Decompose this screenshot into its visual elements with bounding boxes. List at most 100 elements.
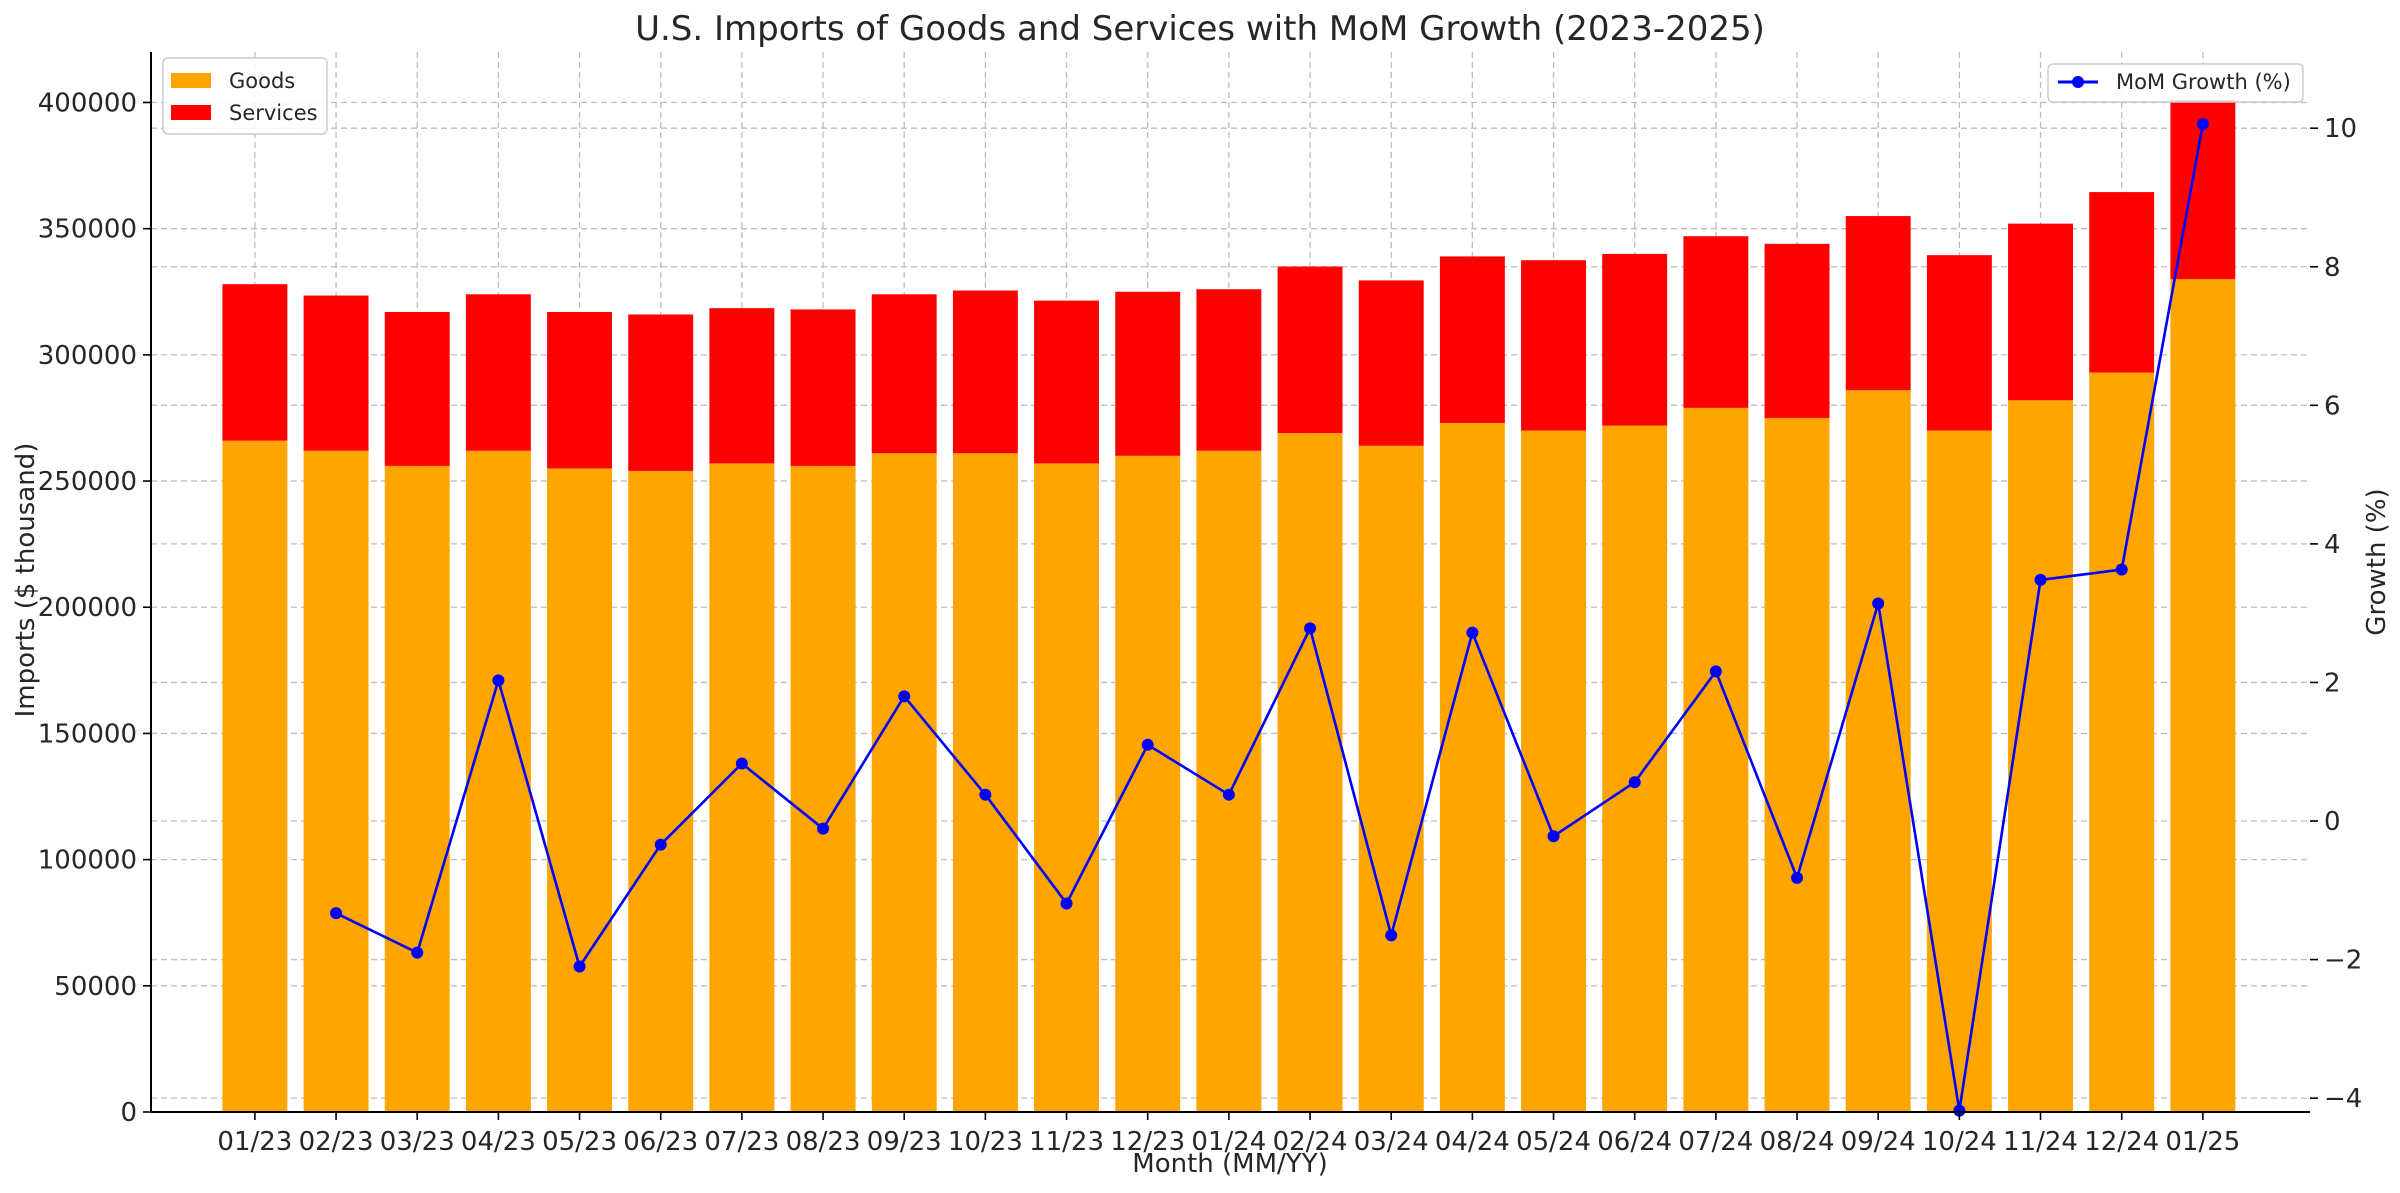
chart-title: U.S. Imports of Goods and Services with … xyxy=(635,9,1765,49)
y2-tick-label: −4 xyxy=(2324,1084,2362,1114)
x-tick-label: 09/23 xyxy=(867,1127,942,1157)
growth-point xyxy=(1872,597,1885,610)
services-bar xyxy=(1926,255,1992,431)
x-tick-label: 11/23 xyxy=(1029,1127,1104,1157)
services-bar xyxy=(1277,266,1343,434)
legend-services-swatch xyxy=(171,105,211,120)
goods-bar xyxy=(2008,400,2073,1112)
goods-bar xyxy=(1439,423,1505,1112)
y-tick-label: 200000 xyxy=(38,593,137,623)
legend-growth-label: MoM Growth (%) xyxy=(2116,70,2291,94)
x-tick-label: 12/23 xyxy=(1110,1127,1185,1157)
x-tick-label: 12/24 xyxy=(2084,1127,2159,1157)
y-tick-label: 300000 xyxy=(38,341,137,371)
growth-point xyxy=(979,788,992,801)
x-tick-label: 10/24 xyxy=(1922,1127,1997,1157)
x-tick-label: 02/24 xyxy=(1273,1127,1348,1157)
services-bar xyxy=(709,308,775,464)
goods-bar xyxy=(2170,279,2236,1113)
y2-tick-label: 10 xyxy=(2324,114,2357,144)
x-tick-label: 03/23 xyxy=(380,1127,455,1157)
goods-bar xyxy=(1115,455,1181,1112)
goods-bar xyxy=(1358,445,1424,1112)
goods-bar xyxy=(2089,372,2155,1112)
goods-bar xyxy=(303,450,369,1112)
goods-bar xyxy=(465,450,531,1112)
services-bar xyxy=(222,284,288,441)
services-bar xyxy=(384,311,450,466)
growth-polyline xyxy=(335,123,2205,1111)
growth-point xyxy=(1141,738,1154,751)
y2-tick-label: −2 xyxy=(2324,946,2362,976)
axes: 0 50000 100000 150000 200000 250000 300000 3500… xyxy=(38,52,2362,1157)
goods-bar xyxy=(790,465,856,1112)
services-bar xyxy=(465,294,531,451)
services-bar xyxy=(1196,289,1262,451)
y-tick-label: 150000 xyxy=(38,719,137,749)
services-bar xyxy=(1683,236,1749,408)
goods-bar xyxy=(1277,433,1343,1113)
x-tick-label: 04/23 xyxy=(461,1127,536,1157)
growth-point xyxy=(573,960,586,973)
y-axis-label: Imports ($ thousand) xyxy=(11,443,41,718)
y-tick-label: 400000 xyxy=(38,88,137,118)
goods-bar xyxy=(709,463,775,1112)
goods-bar xyxy=(952,453,1018,1112)
services-bar xyxy=(303,295,369,451)
growth-point xyxy=(2115,563,2128,576)
services-bar xyxy=(628,314,694,471)
services-bar xyxy=(547,311,613,469)
growth-point xyxy=(1953,1104,1966,1117)
goods-bar xyxy=(222,440,288,1113)
growth-point xyxy=(1385,929,1398,942)
goods-bar xyxy=(871,453,937,1112)
x-tick-label: 01/23 xyxy=(217,1127,292,1157)
x-axis-label: Month (MM/YY) xyxy=(1132,1149,1327,1179)
y-tick-label: 0 xyxy=(120,1098,137,1128)
growth-point xyxy=(1791,871,1804,884)
goods-bar xyxy=(628,470,694,1112)
services-bar xyxy=(1439,256,1505,423)
x-tick-label: 06/24 xyxy=(1597,1127,1672,1157)
services-bar xyxy=(871,294,937,454)
services-bar xyxy=(790,309,856,466)
services-bar xyxy=(1115,291,1181,456)
x-tick-label: 01/25 xyxy=(2165,1127,2240,1157)
services-bar xyxy=(1521,260,1587,431)
goods-bar xyxy=(547,468,613,1112)
services-bar xyxy=(1602,253,1668,426)
line-legend: MoM Growth (%) xyxy=(2047,63,2304,103)
goods-bar xyxy=(1926,430,1992,1113)
growth-point xyxy=(1547,830,1560,843)
growth-point xyxy=(1628,776,1641,789)
y2-tick-label: 2 xyxy=(2324,668,2341,698)
y-tick-label: 50000 xyxy=(54,972,137,1002)
x-tick-label: 11/24 xyxy=(2003,1127,2078,1157)
x-tick-label: 08/23 xyxy=(786,1127,861,1157)
growth-point xyxy=(2196,118,2209,131)
growth-point xyxy=(898,690,911,703)
x-tick-label: 09/24 xyxy=(1841,1127,1916,1157)
growth-point xyxy=(492,674,505,687)
x-tick-label: 07/24 xyxy=(1678,1127,1753,1157)
bars xyxy=(222,99,2236,1113)
growth-point xyxy=(654,838,667,851)
bar-legend: Goods Services xyxy=(162,57,328,135)
line-legend-frame xyxy=(2047,63,2304,103)
goods-bar xyxy=(1034,463,1100,1112)
growth-point xyxy=(330,907,343,920)
services-bar xyxy=(1764,243,1830,418)
growth-point xyxy=(1709,665,1722,678)
legend-growth-marker xyxy=(2072,76,2084,88)
services-bar xyxy=(1845,216,1911,391)
x-tick-label: 10/23 xyxy=(948,1127,1023,1157)
growth-point xyxy=(1060,897,1073,910)
x-tick-label: 02/23 xyxy=(299,1127,374,1157)
x-tick-label: 03/24 xyxy=(1354,1127,1429,1157)
growth-point xyxy=(1466,626,1479,639)
growth-point xyxy=(735,757,748,770)
x-tick-label: 07/23 xyxy=(704,1127,779,1157)
legend-goods-swatch xyxy=(171,73,211,88)
goods-bar xyxy=(1602,425,1668,1112)
legend-services-label: Services xyxy=(229,101,318,125)
